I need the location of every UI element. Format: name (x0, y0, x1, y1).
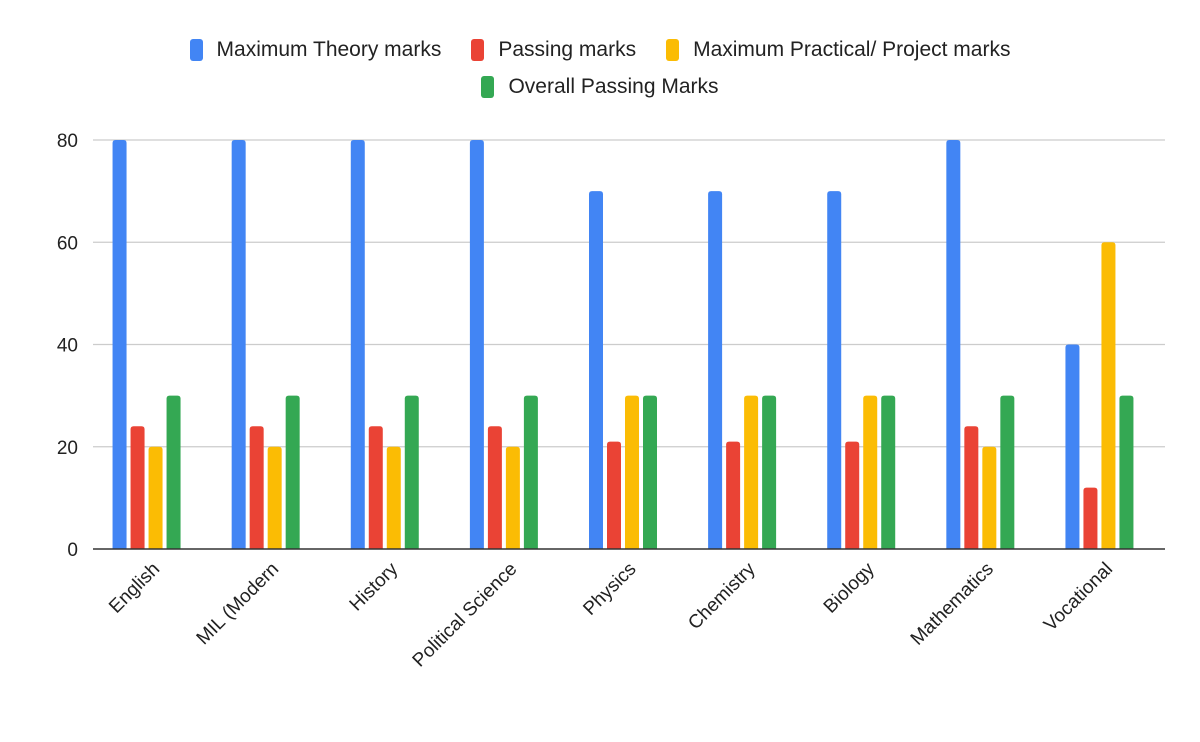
x-tick-label: English (105, 559, 164, 618)
bar[interactable] (625, 395, 639, 549)
bar[interactable] (469, 140, 484, 549)
x-tick-label: Chemistry (684, 558, 760, 634)
bar[interactable] (1000, 395, 1015, 549)
x-tick-label: Vocational (1040, 559, 1117, 636)
bar[interactable] (130, 426, 145, 549)
bar[interactable] (964, 426, 979, 549)
bar[interactable] (386, 446, 401, 549)
bar[interactable] (523, 395, 538, 549)
bar[interactable] (231, 140, 246, 549)
legend-item-max-practical[interactable]: Maximum Practical/ Project marks (666, 38, 1010, 62)
bar[interactable] (148, 446, 163, 549)
x-tick-label: Physics (579, 559, 640, 620)
legend-label: Maximum Practical/ Project marks (693, 38, 1011, 61)
bar[interactable] (1083, 487, 1098, 549)
bar[interactable] (505, 446, 520, 549)
legend-row-2: Overall Passing Marks (0, 75, 1200, 99)
legend-item-passing[interactable]: Passing marks (471, 38, 636, 62)
bar[interactable] (166, 395, 181, 549)
legend-row-1: Maximum Theory marks Passing marks Maxim… (0, 38, 1200, 62)
x-tick-label: Mathematics (907, 559, 998, 650)
bar[interactable] (1119, 395, 1134, 549)
bar[interactable] (863, 395, 878, 549)
legend-label: Overall Passing Marks (508, 75, 719, 98)
x-tick-label: History (346, 558, 403, 615)
y-tick-label: 40 (57, 336, 78, 357)
bar[interactable] (744, 395, 759, 549)
bar[interactable] (946, 140, 961, 549)
bar[interactable] (404, 395, 419, 549)
bar[interactable] (643, 395, 657, 549)
bar[interactable] (845, 441, 860, 549)
legend-swatch-green (481, 76, 495, 98)
legend-label: Passing marks (498, 38, 637, 61)
x-tick-label: Political Science (409, 559, 522, 672)
bar[interactable] (112, 140, 127, 549)
bar[interactable] (827, 191, 842, 549)
bar[interactable] (1065, 344, 1080, 550)
legend-label: Maximum Theory marks (216, 38, 442, 61)
bar[interactable] (726, 441, 741, 549)
bar[interactable] (708, 191, 723, 549)
legend-item-max-theory[interactable]: Maximum Theory marks (189, 38, 442, 62)
bar[interactable] (607, 441, 621, 549)
bar[interactable] (589, 191, 603, 549)
bar[interactable] (762, 395, 777, 549)
y-tick-label: 60 (57, 233, 78, 254)
bar[interactable] (982, 446, 997, 549)
legend-swatch-blue (189, 39, 203, 61)
y-tick-label: 0 (67, 540, 78, 561)
bar[interactable] (285, 395, 300, 549)
bar[interactable] (1101, 242, 1116, 549)
bar[interactable] (881, 395, 896, 549)
bar[interactable] (267, 446, 282, 549)
y-tick-label: 20 (57, 438, 78, 459)
legend-swatch-yellow (666, 39, 680, 61)
legend-item-overall-passing[interactable]: Overall Passing Marks (481, 75, 719, 99)
y-tick-label: 80 (57, 131, 78, 152)
legend-swatch-red (471, 39, 485, 61)
bar[interactable] (368, 426, 383, 549)
bar[interactable] (487, 426, 502, 549)
x-tick-label: MIL (Modern (193, 559, 284, 650)
bar[interactable] (350, 140, 365, 549)
bar[interactable] (249, 426, 264, 549)
x-tick-label: Biology (820, 558, 879, 617)
